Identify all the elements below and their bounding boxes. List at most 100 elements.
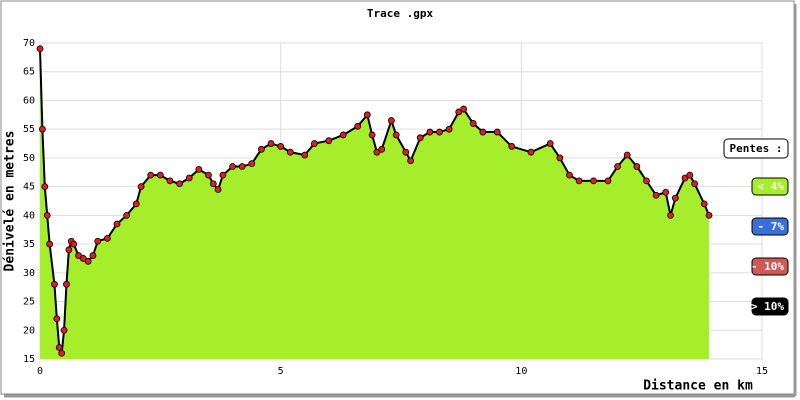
- y-axis-label: Dénivelé en metres: [3, 131, 18, 272]
- point: [166, 177, 174, 185]
- point: [671, 194, 679, 202]
- point: [700, 200, 708, 208]
- y-tick-label: 35: [23, 239, 35, 250]
- point: [58, 349, 66, 357]
- x-tick-label: 10: [515, 366, 527, 377]
- legend-swatch: [751, 177, 789, 196]
- point: [103, 234, 111, 242]
- point: [229, 163, 236, 170]
- point: [65, 246, 73, 254]
- point: [84, 257, 92, 265]
- point: [662, 188, 670, 196]
- point: [402, 148, 410, 156]
- point: [310, 140, 318, 147]
- point: [325, 137, 333, 145]
- y-tick-label: 40: [23, 210, 35, 221]
- point: [258, 145, 265, 153]
- point: [89, 252, 97, 259]
- y-tick-label: 15: [23, 354, 35, 365]
- point: [286, 148, 294, 156]
- point: [53, 315, 61, 323]
- point: [479, 128, 487, 136]
- point: [566, 171, 573, 179]
- point: [368, 131, 376, 139]
- point: [527, 148, 535, 156]
- point: [301, 151, 309, 159]
- point: [590, 177, 597, 185]
- point: [436, 128, 443, 136]
- point: [36, 45, 44, 53]
- legend-box: [723, 138, 789, 159]
- x-axis-label: Distance en km: [643, 379, 753, 394]
- y-tick-label: 20: [23, 325, 35, 336]
- point: [556, 154, 564, 162]
- point: [205, 171, 212, 179]
- y-tick-label: 70: [23, 38, 35, 49]
- point: [51, 280, 58, 288]
- legend-label: 7 - 10%: [738, 260, 785, 273]
- point: [407, 157, 415, 165]
- point: [214, 186, 222, 193]
- point: [219, 171, 227, 179]
- point: [176, 180, 183, 188]
- point: [546, 140, 554, 147]
- point: [387, 117, 395, 124]
- point: [123, 211, 131, 219]
- legend-swatch: [751, 217, 789, 236]
- y-tick-label: 25: [23, 297, 35, 308]
- point: [156, 171, 164, 179]
- point: [667, 211, 674, 219]
- y-tick-label: 45: [23, 182, 35, 193]
- y-tick-label: 55: [23, 124, 35, 135]
- point: [43, 211, 51, 219]
- point: [508, 143, 516, 150]
- point: [41, 183, 49, 191]
- point: [691, 180, 699, 188]
- point: [378, 145, 386, 153]
- point: [575, 177, 583, 185]
- point: [46, 240, 54, 248]
- point: [445, 125, 453, 133]
- point: [238, 163, 246, 170]
- point: [63, 280, 70, 288]
- point: [354, 122, 362, 130]
- x-tick-label: 5: [278, 366, 284, 377]
- legend-label: 4 - 7%: [744, 220, 784, 233]
- y-tick-label: 50: [23, 153, 35, 164]
- point: [277, 143, 285, 150]
- legend-swatch: [751, 257, 789, 276]
- y-tick-label: 65: [23, 67, 35, 78]
- area: [40, 48, 710, 359]
- point: [94, 237, 102, 245]
- point: [267, 140, 275, 147]
- point: [339, 131, 347, 139]
- y-tick-label: 60: [23, 95, 35, 106]
- y-tick-label: 30: [23, 268, 35, 279]
- legend-label: < 4%: [758, 180, 785, 193]
- point: [652, 191, 660, 199]
- point: [60, 326, 68, 334]
- point: [426, 128, 434, 136]
- point: [614, 163, 621, 170]
- point: [416, 134, 424, 142]
- point: [39, 125, 46, 133]
- point: [686, 171, 694, 179]
- legend-title: Pentes :: [730, 142, 783, 155]
- point: [132, 200, 140, 208]
- point: [392, 131, 400, 139]
- point: [469, 120, 477, 127]
- point: [705, 211, 713, 219]
- point: [70, 240, 78, 248]
- point: [209, 180, 217, 188]
- point: [185, 174, 193, 182]
- legend-label: > 10%: [751, 300, 784, 313]
- x-tick-label: 0: [37, 366, 43, 377]
- point: [623, 151, 631, 159]
- legend-swatch: [751, 297, 789, 316]
- x-tick-label: 15: [756, 366, 768, 377]
- point: [55, 344, 63, 351]
- point: [643, 177, 650, 185]
- point: [248, 160, 256, 168]
- point: [195, 165, 203, 173]
